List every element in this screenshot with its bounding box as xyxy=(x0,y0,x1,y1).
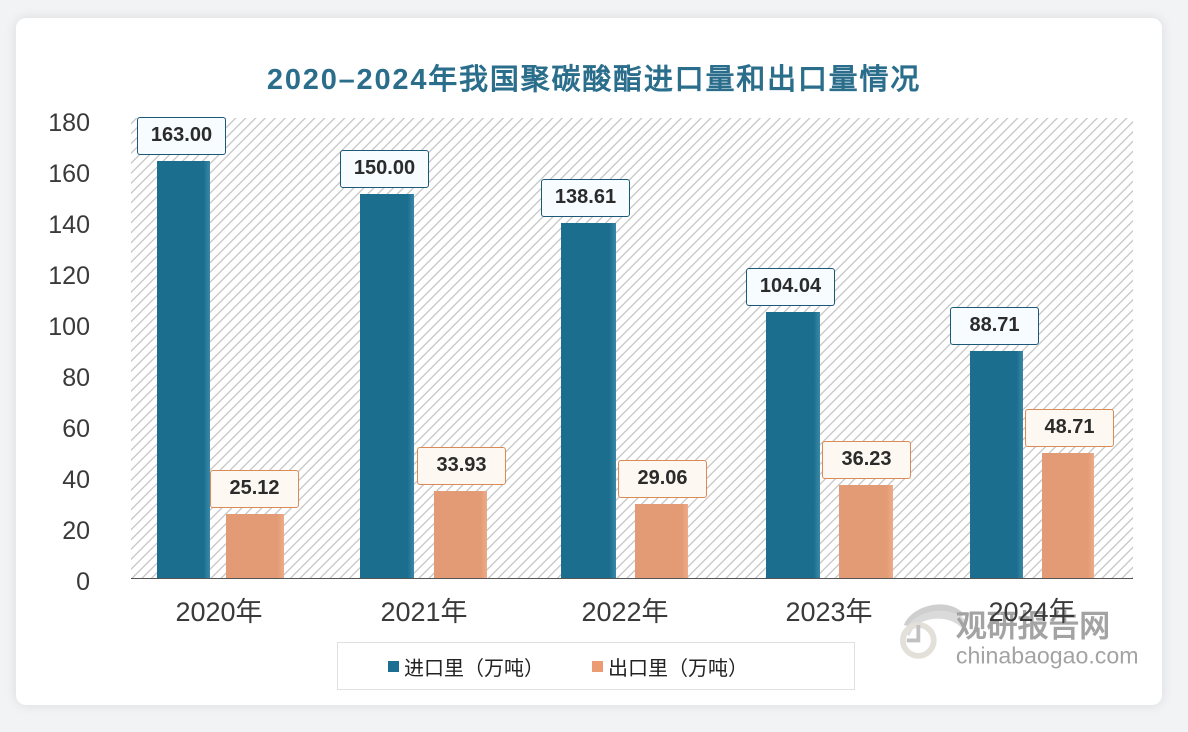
svg-text:chinabaogao.com: chinabaogao.com xyxy=(956,643,1139,669)
